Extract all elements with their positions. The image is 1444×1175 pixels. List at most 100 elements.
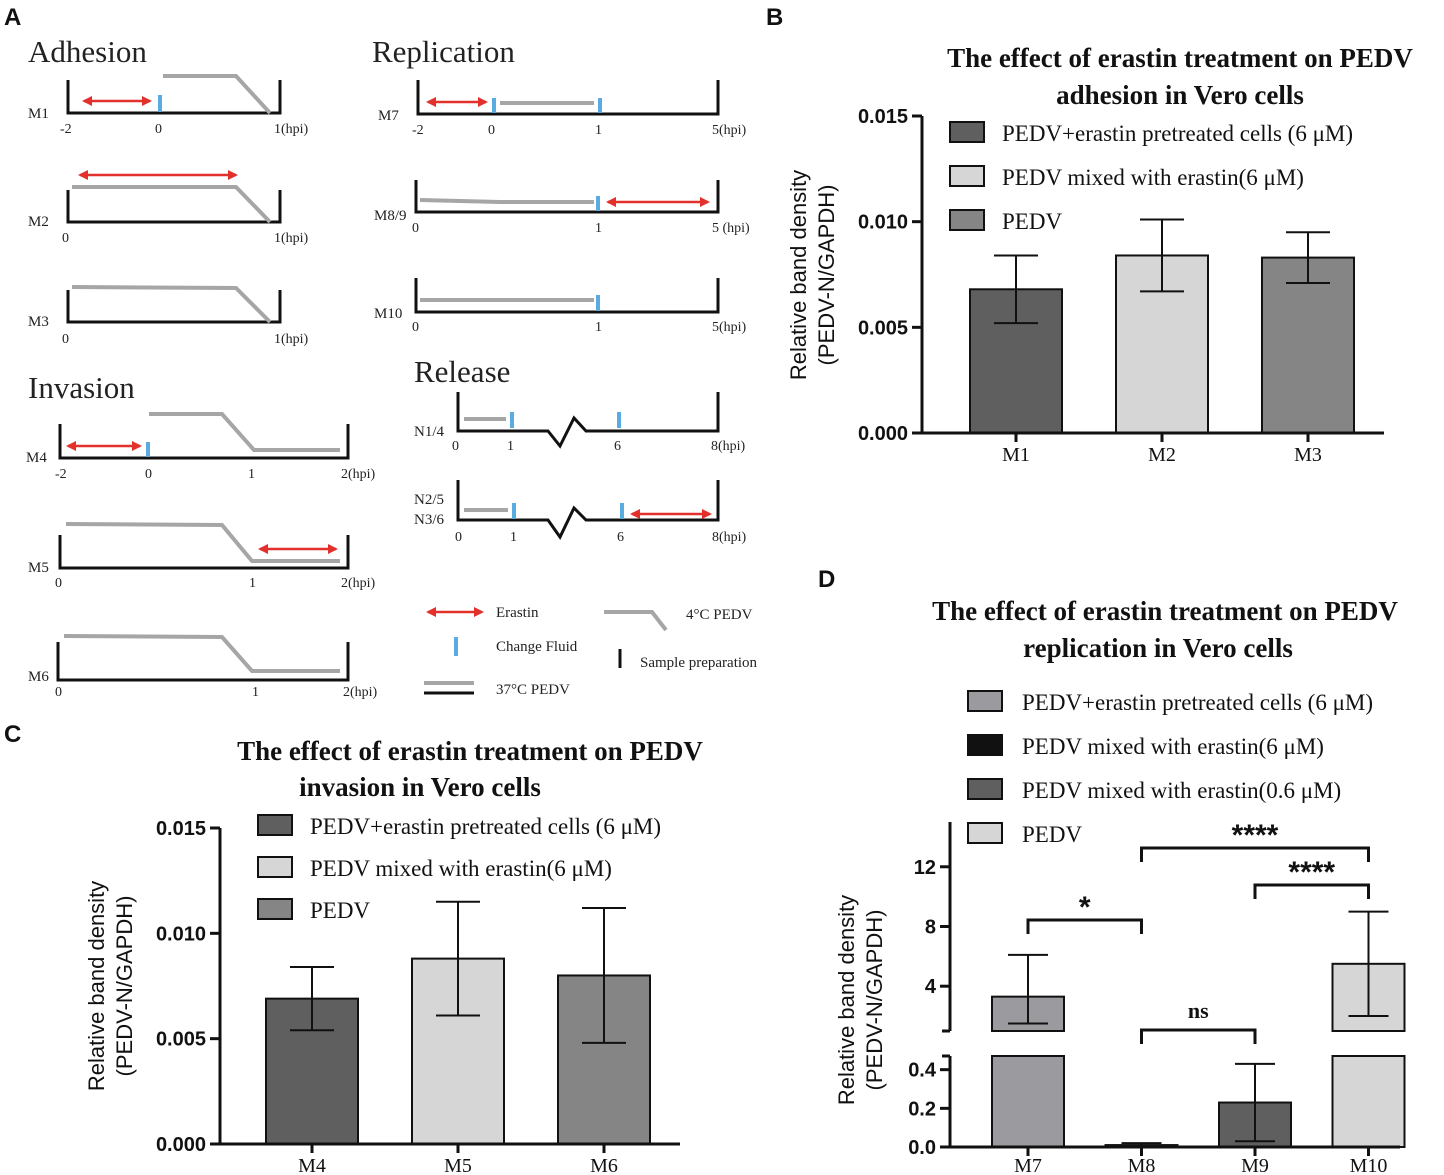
svg-text:0: 0 (155, 122, 162, 137)
panel-label-b: B (766, 4, 783, 31)
section-adhesion: Adhesion (28, 34, 147, 69)
panel-label-d: D (818, 566, 835, 593)
legend-swatch (949, 165, 985, 187)
legend-label: PEDV (310, 898, 370, 923)
y-tick-label: 0.000 (858, 423, 908, 445)
legend-label: PEDV mixed with erastin(6 μM) (310, 856, 612, 881)
y-axis-label: (PEDV-N/GAPDH) (862, 910, 887, 1091)
legend-swatch (967, 690, 1003, 712)
pedv-line (71, 285, 272, 324)
row-label: M5 (28, 560, 49, 576)
x-tick-label: M8 (1128, 1155, 1156, 1175)
y-tick-label: 0.2 (908, 1098, 936, 1120)
bar (1261, 256, 1355, 434)
significance-bracket (1253, 883, 1370, 899)
row-m6: M6 0 1 2(hpi) (28, 634, 378, 700)
svg-text:1: 1 (510, 530, 517, 545)
svg-text:8(hpi): 8(hpi) (712, 530, 747, 545)
legend-swatch (967, 822, 1003, 844)
x-tick-label: M10 (1350, 1155, 1388, 1175)
x-tick-label: M1 (1002, 444, 1030, 466)
svg-text:5(hpi): 5(hpi) (712, 320, 747, 335)
svg-text:1: 1 (248, 467, 255, 482)
chart-d: The effect of erastin treatment on PEDV … (834, 596, 1406, 1175)
error-bars (290, 900, 626, 1044)
y-ticks: 0.0 0.2 0.4 4 8 12 (908, 857, 950, 1159)
row-label: M10 (374, 306, 402, 322)
schematic-panel: Adhesion Invasion Replication Release M1… (26, 34, 758, 700)
bars (969, 254, 1355, 434)
svg-text:1: 1 (595, 221, 602, 236)
significance-label: * (1079, 891, 1091, 924)
x-tick-label: M6 (590, 1155, 618, 1175)
svg-text:2(hpi): 2(hpi) (343, 685, 378, 700)
significance-label: ns (1188, 998, 1209, 1023)
svg-text:1(hpi): 1(hpi) (274, 332, 309, 347)
section-invasion: Invasion (28, 370, 135, 405)
y-axis-label: Relative band density (84, 881, 109, 1091)
row-label-2: N3/6 (414, 512, 445, 528)
axes (920, 116, 1384, 435)
x-tick-label: M2 (1148, 444, 1176, 466)
row-n2-5: N2/5 N3/6 0 1 6 8(hpi) (414, 480, 747, 545)
row-m7: M7 -2 0 1 5(hpi) (378, 80, 747, 138)
error-bars (994, 218, 1330, 325)
row-m3: M3 0 1(hpi) (28, 285, 309, 347)
legend-pedv4: 4°C PEDV (686, 607, 753, 623)
pedv-line (63, 634, 340, 673)
significance-label: **** (1288, 856, 1335, 889)
row-label: M7 (378, 108, 399, 124)
legend-label: PEDV (1022, 822, 1082, 847)
svg-text:1: 1 (252, 685, 259, 700)
svg-text:2(hpi): 2(hpi) (341, 576, 376, 591)
svg-text:-2: -2 (55, 467, 67, 482)
legend-label: PEDV mixed with erastin(6 μM) (1002, 165, 1304, 190)
x-tick-label: M5 (444, 1155, 472, 1175)
pedv-line (149, 412, 340, 452)
pedv4-legend-icon (604, 610, 668, 632)
x-tick-label: M3 (1294, 444, 1322, 466)
legend-swatch (967, 734, 1003, 756)
legend: PEDV+erastin pretreated cells (6 μM) PEDV… (949, 121, 1353, 234)
legend-swatch (257, 814, 293, 836)
svg-text:5 (hpi): 5 (hpi) (712, 221, 750, 236)
chart-b: The effect of erastin treatment on PEDV … (786, 43, 1413, 466)
chart-title-line: replication in Vero cells (1023, 633, 1293, 663)
pedv-line (72, 185, 272, 224)
legend-swatch (967, 778, 1003, 800)
svg-text:0: 0 (55, 685, 62, 700)
row-m8-9: M8/9 0 1 5 (hpi) (374, 180, 750, 236)
row-label: M3 (28, 314, 49, 330)
legend-swatch (257, 898, 293, 920)
y-tick-label: 0.005 (858, 317, 908, 339)
svg-text:1: 1 (595, 123, 602, 138)
chart-title-line: invasion in Vero cells (299, 772, 541, 802)
legend-label: PEDV mixed with erastin(6 μM) (1022, 734, 1324, 759)
x-ticks: M7 M8 M9 M10 (1014, 1147, 1387, 1175)
y-axis-label: Relative band density (786, 170, 811, 380)
y-tick-label: 12 (914, 857, 936, 879)
svg-text:-2: -2 (60, 122, 72, 137)
legend-label: PEDV+erastin pretreated cells (6 μM) (1022, 690, 1373, 715)
legend-swatch (949, 121, 985, 143)
svg-text:0: 0 (488, 123, 495, 138)
chart-title-line: The effect of erastin treatment on PEDV (947, 43, 1413, 73)
svg-text:1(hpi): 1(hpi) (274, 122, 309, 137)
y-tick-label: 0.4 (908, 1060, 937, 1082)
svg-text:6: 6 (617, 530, 624, 545)
legend: PEDV+erastin pretreated cells (6 μM) PEDV… (967, 690, 1373, 847)
panel-label-a: A (4, 4, 21, 31)
y-tick-label: 0.005 (156, 1029, 206, 1051)
row-m4: M4 -2 0 1 2(hpi) (26, 412, 376, 482)
x-tick-label: M9 (1241, 1155, 1269, 1175)
chart-title-line: The effect of erastin treatment on PEDV (237, 736, 703, 766)
legend-change-fluid: Change Fluid (496, 639, 578, 655)
error-bars (1008, 910, 1389, 1148)
pedv-line (65, 522, 340, 563)
y-ticks: 0.000 0.005 0.010 0.015 (858, 106, 922, 445)
y-tick-label: 4 (925, 976, 937, 998)
section-release: Release (414, 354, 510, 389)
svg-text:0: 0 (412, 320, 419, 335)
svg-text:1: 1 (507, 439, 514, 454)
svg-text:1(hpi): 1(hpi) (274, 231, 309, 246)
